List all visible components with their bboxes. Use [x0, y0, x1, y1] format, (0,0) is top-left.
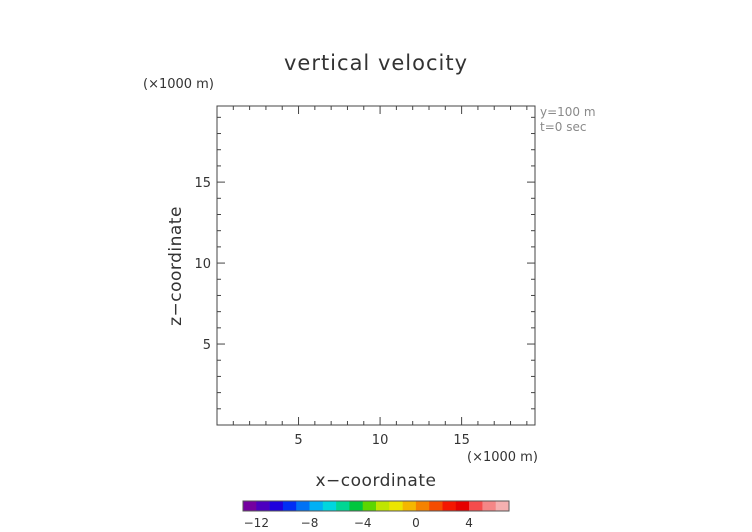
colorbar-tick-label: −4	[354, 516, 372, 530]
colorbar-swatch	[455, 501, 470, 511]
y-unit-label: (×1000 m)	[143, 77, 214, 92]
annotation-t: t=0 sec	[540, 120, 586, 134]
colorbar-swatch	[309, 501, 324, 511]
colorbar-swatch	[482, 501, 496, 511]
colorbar-swatch	[469, 501, 483, 511]
chart-title: vertical velocity	[284, 51, 468, 75]
plot-frame	[216, 105, 536, 426]
x-tick-label: 5	[294, 433, 302, 448]
y-tick-label: 15	[194, 176, 211, 191]
colorbar-swatch	[349, 501, 363, 511]
x-tick-label: 10	[372, 433, 389, 448]
x-tick-label: 15	[453, 433, 470, 448]
colorbar-swatch	[389, 501, 403, 511]
colorbar-tick-labels: −12 −8 −4 0 4	[244, 516, 473, 530]
x-axis-ticks: 5 10 15	[294, 106, 470, 448]
colorbar-tick-label: −8	[301, 516, 319, 530]
colorbar-swatch	[243, 501, 257, 511]
colorbar-tick-label: 4	[465, 516, 473, 530]
colorbar-swatch	[362, 501, 377, 511]
y-tick-label: 10	[194, 257, 211, 272]
minor-ticks	[217, 106, 535, 425]
colorbar-tick-label: 0	[412, 516, 420, 530]
y-tick-label: 5	[203, 338, 211, 353]
x-axis-label: x−coordinate	[316, 471, 437, 491]
y-axis-label: z−coordinate	[166, 206, 186, 326]
colorbar-swatch	[442, 501, 457, 511]
colorbar-swatch	[402, 501, 417, 511]
colorbar-tick-label: −12	[244, 516, 269, 530]
colorbar-swatch	[336, 501, 350, 511]
annotation-y: y=100 m	[540, 105, 596, 119]
colorbar-frame	[242, 500, 510, 512]
colorbar-swatch	[376, 501, 390, 511]
colorbar-swatch	[269, 501, 284, 511]
colorbar	[242, 500, 510, 512]
colorbar-swatch	[256, 501, 270, 511]
colorbar-swatch	[296, 501, 310, 511]
colorbar-swatch	[429, 501, 443, 511]
colorbar-swatch	[415, 501, 430, 511]
colorbar-swatch	[322, 501, 337, 511]
colorbar-swatch	[282, 501, 297, 511]
colorbar-swatch	[495, 501, 510, 511]
y-axis-ticks: 5 10 15	[194, 176, 535, 353]
x-unit-label: (×1000 m)	[467, 450, 538, 465]
